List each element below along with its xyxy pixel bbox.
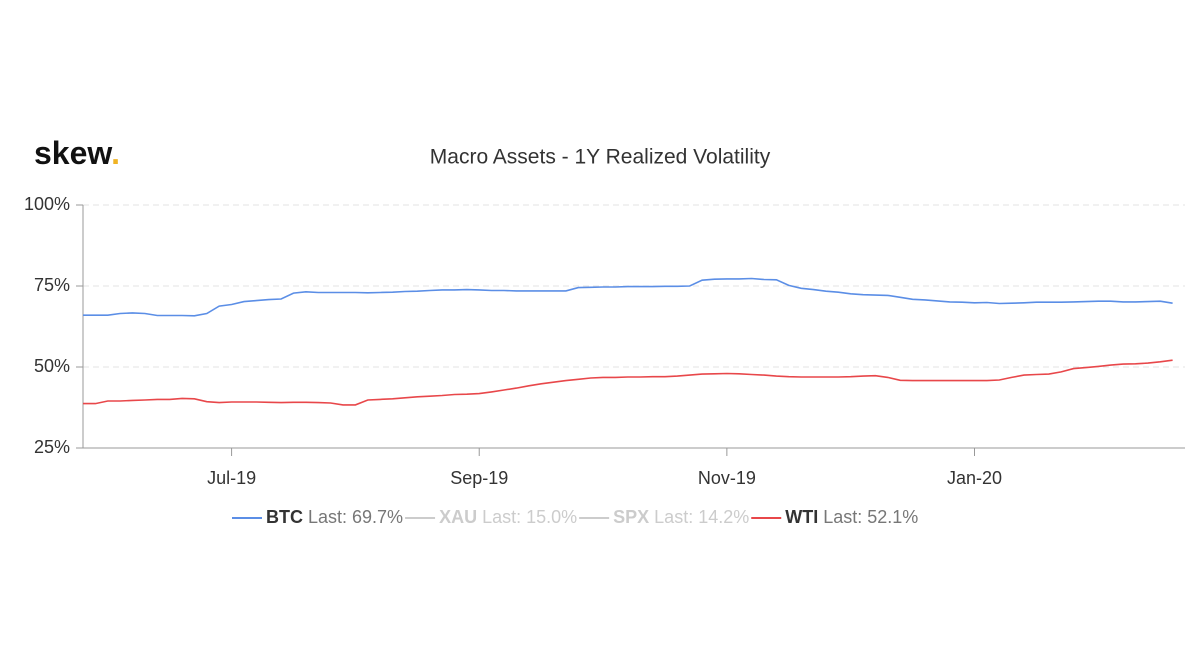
x-tick-label: Nov-19 — [698, 468, 756, 488]
legend-value: Last: 52.1% — [823, 507, 918, 527]
y-tick-label: 100% — [24, 194, 70, 214]
legend-name[interactable]: SPX — [613, 507, 649, 527]
legend-value: Last: 15.0% — [482, 507, 577, 527]
series-line — [83, 277, 1173, 317]
y-tick-label: 25% — [34, 437, 70, 457]
brand-name: skew — [34, 135, 112, 171]
brand-logo: skew. — [34, 135, 120, 171]
brand-dot: . — [111, 135, 120, 171]
legend-name[interactable]: WTI — [785, 507, 818, 527]
y-tick-label: 75% — [34, 275, 70, 295]
x-tick-label: Sep-19 — [450, 468, 508, 488]
chart-title: Macro Assets - 1Y Realized Volatility — [430, 146, 771, 169]
legend-name[interactable]: XAU — [439, 507, 477, 527]
series-line — [83, 359, 1173, 406]
legend-name[interactable]: BTC — [266, 507, 303, 527]
x-tick-label: Jan-20 — [947, 468, 1002, 488]
legend-value: Last: 69.7% — [308, 507, 403, 527]
x-tick-label: Jul-19 — [207, 468, 256, 488]
legend-value: Last: 14.2% — [654, 507, 749, 527]
y-tick-label: 50% — [34, 356, 70, 376]
